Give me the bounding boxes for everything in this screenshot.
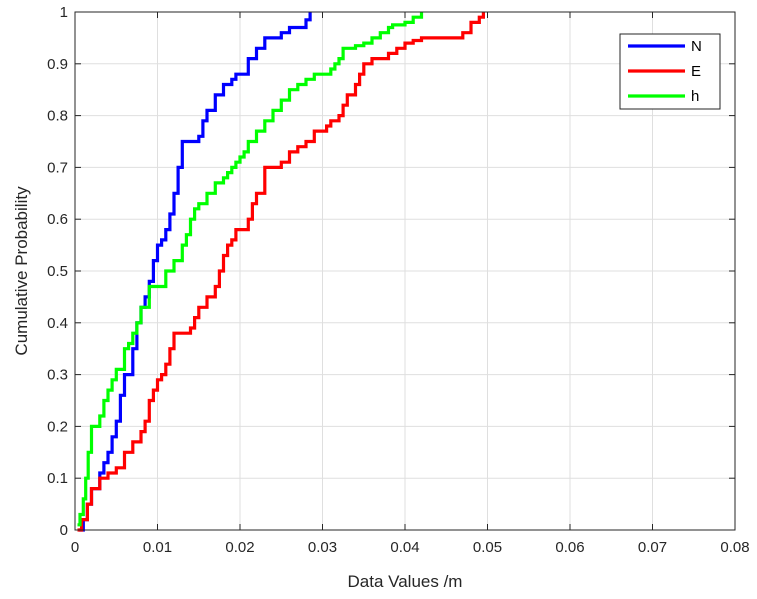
y-tick-label: 0 <box>60 522 68 539</box>
x-tick-label: 0.07 <box>638 539 667 556</box>
x-tick-label: 0.04 <box>390 539 419 556</box>
y-tick-label: 0.3 <box>47 367 68 384</box>
legend-label-E: E <box>691 63 701 80</box>
y-tick-label: 0.4 <box>47 315 68 332</box>
series-line-h <box>77 12 424 527</box>
x-tick-label: 0.08 <box>720 539 749 556</box>
y-tick-label: 0.7 <box>47 159 68 176</box>
x-tick-label: 0.05 <box>473 539 502 556</box>
series-line-N <box>79 12 312 532</box>
x-tick-label: 0.06 <box>555 539 584 556</box>
x-tick-label: 0.02 <box>225 539 254 556</box>
x-tick-label: 0.01 <box>143 539 172 556</box>
legend-label-N: N <box>691 38 702 55</box>
y-tick-label: 0.5 <box>47 263 68 280</box>
legend: NEh <box>619 33 721 110</box>
x-axis-label: Data Values /m <box>348 572 463 591</box>
legend-label-h: h <box>691 88 699 105</box>
series-lines <box>77 12 485 532</box>
y-axis-label: Cumulative Probability <box>12 186 31 356</box>
y-tick-label: 0.8 <box>47 108 68 125</box>
y-tick-label: 0.1 <box>47 470 68 487</box>
series-line-E <box>77 12 485 532</box>
y-tick-label: 1 <box>60 4 68 21</box>
axis-ticks: 0 0.01 0.02 0.03 0.04 0.05 0.06 0.07 0.08 0 0.1 0.2… <box>47 4 749 556</box>
x-tick-label: 0.03 <box>308 539 337 556</box>
y-tick-label: 0.2 <box>47 418 68 435</box>
y-tick-label: 0.9 <box>47 56 68 73</box>
y-tick-label: 0.6 <box>47 211 68 228</box>
x-tick-label: 0 <box>71 539 79 556</box>
